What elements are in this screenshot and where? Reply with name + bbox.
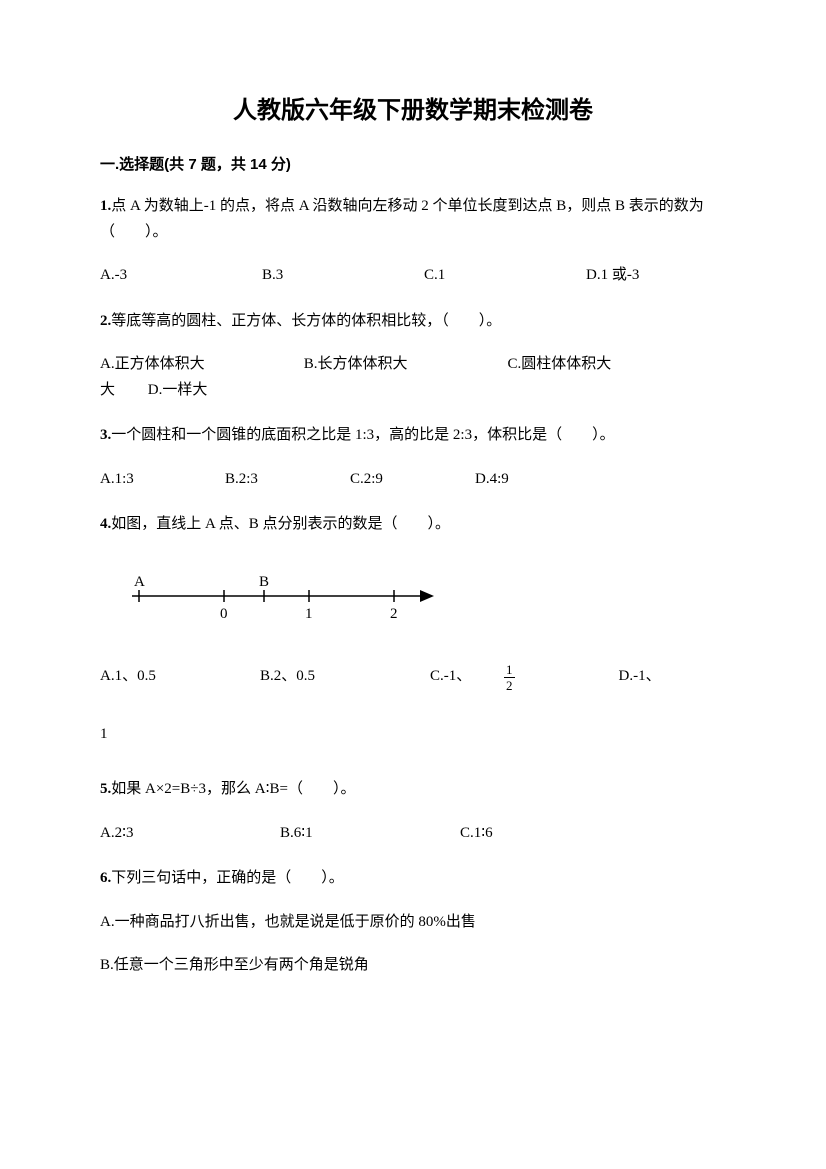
question-6: 6.下列三句话中，正确的是（ ）。 <box>100 866 726 892</box>
q1-num: 1. <box>100 198 111 214</box>
q3-text: 一个圆柱和一个圆锥的底面积之比是 1:3，高的比是 2:3，体积比是（ ）。 <box>111 427 614 443</box>
q3-num: 3. <box>100 427 111 443</box>
svg-text:0: 0 <box>220 606 228 622</box>
q2-num: 2. <box>100 313 111 329</box>
q5-opt-a: A.2∶3 <box>100 821 280 847</box>
q1-opt-d: D.1 或-3 <box>586 263 726 289</box>
q6-num: 6. <box>100 870 111 886</box>
svg-text:B: B <box>259 574 269 590</box>
q5-opt-c: C.1∶6 <box>460 821 580 847</box>
q3-opt-c: C.2:9 <box>350 467 475 493</box>
q5-text: 如果 A×2=B÷3，那么 A∶B=（ ）。 <box>111 781 355 797</box>
svg-text:A: A <box>134 574 145 590</box>
question-5: 5.如果 A×2=B÷3，那么 A∶B=（ ）。 <box>100 777 726 803</box>
q3-opt-d: D.4:9 <box>475 467 600 493</box>
svg-text:1: 1 <box>305 606 313 622</box>
q6-text: 下列三句话中，正确的是（ ）。 <box>111 870 344 886</box>
q4-options: A.1、0.5 B.2、0.5 C.-1、 1 2 D.-1、 1 <box>100 663 726 748</box>
q4-opt-b: B.2、0.5 <box>260 664 430 690</box>
q4-trailing: 1 <box>100 726 108 742</box>
q1-opt-a: A.-3 <box>100 263 260 289</box>
q4-text: 如图，直线上 A 点、B 点分别表示的数是（ ）。 <box>111 516 450 532</box>
q1-text: 点 A 为数轴上-1 的点，将点 A 沿数轴向左移动 2 个单位长度到达点 B，… <box>100 198 704 240</box>
q1-options: A.-3 B.3 C.1 D.1 或-3 <box>100 263 726 289</box>
q4-num: 4. <box>100 516 111 532</box>
q2-opt-b: B.长方体体积大 <box>304 352 504 378</box>
q3-options: A.1:3 B.2:3 C.2:9 D.4:9 <box>100 467 726 493</box>
q5-options: A.2∶3 B.6∶1 C.1∶6 <box>100 821 726 847</box>
page-title: 人教版六年级下册数学期末检测卷 <box>100 90 726 125</box>
question-1: 1.点 A 为数轴上-1 的点，将点 A 沿数轴向左移动 2 个单位长度到达点 … <box>100 194 726 245</box>
q6-opt-b: B.任意一个三角形中至少有两个角是锐角 <box>100 953 726 979</box>
q2-text: 等底等高的圆柱、正方体、长方体的体积相比较，（ ）。 <box>111 313 501 329</box>
q2-options: A.正方体体积大 B.长方体体积大 C.圆柱体体积大 大 D.一样大 <box>100 352 726 403</box>
q4-opt-d: D.-1、 <box>619 664 661 690</box>
q5-opt-b: B.6∶1 <box>280 821 460 847</box>
q3-opt-b: B.2:3 <box>225 467 350 493</box>
q2-opt-c-cont: 大 <box>100 378 144 404</box>
q1-opt-c: C.1 <box>424 263 584 289</box>
question-4: 4.如图，直线上 A 点、B 点分别表示的数是（ ）。 <box>100 512 726 538</box>
svg-text:2: 2 <box>390 606 398 622</box>
question-2: 2.等底等高的圆柱、正方体、长方体的体积相比较，（ ）。 <box>100 309 726 335</box>
q6-options: A.一种商品打八折出售，也就是说是低于原价的 80%出售 B.任意一个三角形中至… <box>100 910 726 979</box>
q2-opt-a: A.正方体体积大 <box>100 352 300 378</box>
q4-opt-c: C.-1、 <box>430 664 500 690</box>
question-3: 3.一个圆柱和一个圆锥的底面积之比是 1:3，高的比是 2:3，体积比是（ ）。 <box>100 423 726 449</box>
q4-opt-a: A.1、0.5 <box>100 664 260 690</box>
q2-opt-c: C.圆柱体体积大 <box>508 356 612 372</box>
q5-num: 5. <box>100 781 111 797</box>
fraction-half: 1 2 <box>504 663 515 692</box>
q6-opt-a: A.一种商品打八折出售，也就是说是低于原价的 80%出售 <box>100 910 726 936</box>
q3-opt-a: A.1:3 <box>100 467 225 493</box>
section-header: 一.选择题(共 7 题，共 14 分) <box>100 153 726 174</box>
q1-opt-b: B.3 <box>262 263 422 289</box>
number-line-figure: A B 0 1 2 <box>124 568 726 633</box>
q2-opt-d: D.一样大 <box>148 382 208 398</box>
number-line-svg: A B 0 1 2 <box>124 568 444 628</box>
